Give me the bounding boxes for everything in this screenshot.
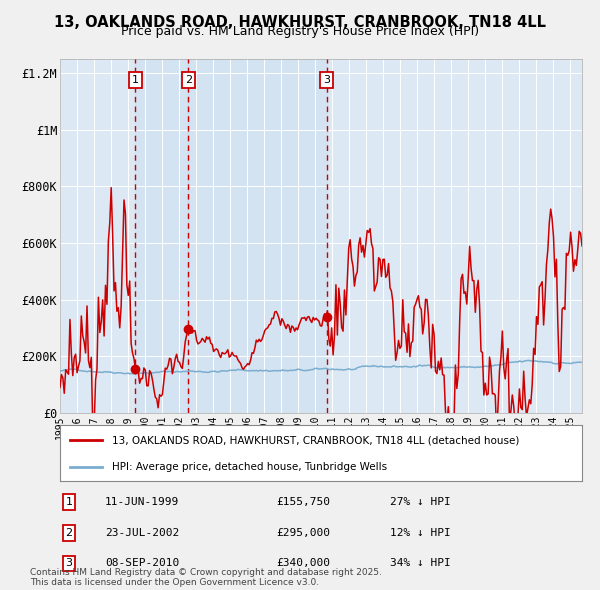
Text: 13, OAKLANDS ROAD, HAWKHURST, CRANBROOK, TN18 4LL: 13, OAKLANDS ROAD, HAWKHURST, CRANBROOK,… xyxy=(54,15,546,30)
Text: 23-JUL-2002: 23-JUL-2002 xyxy=(105,528,179,537)
Text: 12% ↓ HPI: 12% ↓ HPI xyxy=(390,528,451,537)
Text: Contains HM Land Registry data © Crown copyright and database right 2025.
This d: Contains HM Land Registry data © Crown c… xyxy=(30,568,382,587)
Bar xyxy=(188,59,326,413)
Bar xyxy=(136,59,188,413)
Text: 3: 3 xyxy=(65,559,73,568)
Text: 34% ↓ HPI: 34% ↓ HPI xyxy=(390,559,451,568)
Text: 1: 1 xyxy=(132,76,139,85)
Text: £340,000: £340,000 xyxy=(276,559,330,568)
Text: HPI: Average price, detached house, Tunbridge Wells: HPI: Average price, detached house, Tunb… xyxy=(112,462,388,472)
Text: 2: 2 xyxy=(65,528,73,537)
Text: 1: 1 xyxy=(65,497,73,507)
Text: 13, OAKLANDS ROAD, HAWKHURST, CRANBROOK, TN18 4LL (detached house): 13, OAKLANDS ROAD, HAWKHURST, CRANBROOK,… xyxy=(112,435,520,445)
Text: £155,750: £155,750 xyxy=(276,497,330,507)
Text: £295,000: £295,000 xyxy=(276,528,330,537)
Text: Price paid vs. HM Land Registry's House Price Index (HPI): Price paid vs. HM Land Registry's House … xyxy=(121,25,479,38)
Text: 27% ↓ HPI: 27% ↓ HPI xyxy=(390,497,451,507)
Text: 08-SEP-2010: 08-SEP-2010 xyxy=(105,559,179,568)
Text: 3: 3 xyxy=(323,76,330,85)
Text: 2: 2 xyxy=(185,76,192,85)
Text: 11-JUN-1999: 11-JUN-1999 xyxy=(105,497,179,507)
